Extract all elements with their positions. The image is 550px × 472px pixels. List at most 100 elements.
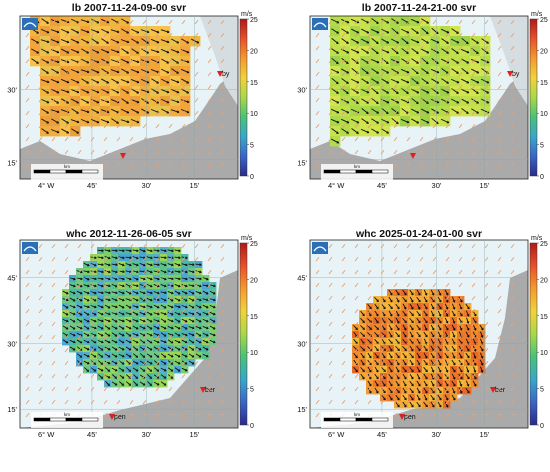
model-arrow (168, 110, 173, 116)
model-arrow (103, 97, 108, 103)
radar-arrow (450, 38, 460, 44)
model-arrow (497, 19, 502, 25)
radar-arrow (400, 78, 410, 84)
radar-arrow (360, 332, 365, 337)
radar-arrowhead (432, 299, 435, 303)
model-arrow (64, 347, 69, 353)
radar-arrow (181, 353, 188, 358)
radar-arrowhead (101, 263, 104, 267)
model-arrow (406, 19, 411, 25)
radar-arrow (139, 283, 146, 288)
colorbar-tick-label: 10 (250, 350, 258, 357)
radar-arrow (371, 128, 379, 134)
radar-arrow (60, 19, 70, 23)
model-arrow (354, 347, 359, 353)
colorbar-tick-label: 20 (250, 48, 258, 55)
radar-arrow (139, 291, 146, 294)
radar-arrowhead (386, 20, 390, 24)
colorbar-tick-label: 5 (540, 387, 544, 394)
model-arrow (181, 58, 186, 64)
radar-arrow (331, 48, 339, 54)
radar-arrow (51, 68, 59, 74)
radar-arrowhead (417, 355, 421, 359)
model-arrow (103, 32, 108, 38)
model-arrow (393, 19, 398, 25)
radar-arrowhead (186, 110, 190, 114)
radar-arrowhead (116, 121, 119, 124)
model-arrow (116, 269, 121, 275)
radar-arrows (30, 18, 200, 134)
model-arrow (142, 256, 147, 262)
radar-arrow (146, 353, 153, 358)
model-arrow (328, 71, 333, 77)
radar-arrow (90, 284, 97, 287)
radar-arrow (80, 109, 90, 113)
model-arrow (116, 308, 121, 314)
radar-arrow (416, 345, 421, 352)
model-arrow (181, 162, 186, 168)
model-arrow (315, 110, 320, 116)
model-arrow (367, 71, 372, 77)
radar-arrow (444, 401, 449, 408)
model-arrow (497, 295, 502, 301)
radar-arrowhead (185, 305, 188, 309)
radar-arrow (402, 345, 407, 352)
radar-arrowhead (86, 354, 90, 358)
radar-arrow (423, 331, 428, 338)
radar-arrowhead (459, 390, 463, 394)
radar-arrow (97, 346, 104, 351)
model-arrow (354, 19, 359, 25)
radar-arrowhead (439, 397, 442, 401)
radar-arrow (367, 318, 372, 323)
model-arrow (484, 71, 489, 77)
radar-arrow (361, 118, 369, 124)
model-arrow (207, 269, 212, 275)
radar-arrowhead (101, 291, 104, 295)
model-arrow (497, 347, 502, 353)
model-arrow (116, 71, 121, 77)
radar-arrowhead (369, 306, 372, 310)
model-arrow (406, 373, 411, 379)
radar-arrowhead (149, 284, 153, 288)
colorbar-unit: m/s (531, 235, 543, 242)
model-arrow (51, 386, 56, 392)
model-arrow (471, 295, 476, 301)
model-arrow (103, 347, 108, 353)
model-arrow (207, 256, 212, 262)
model-arrow (328, 334, 333, 340)
radar-arrow (391, 27, 399, 35)
radar-arrow (125, 353, 132, 358)
model-arrow (341, 321, 346, 327)
radar-arrowhead (149, 326, 153, 330)
model-arrow (103, 58, 108, 64)
radar-arrow (167, 332, 174, 337)
model-arrow (181, 71, 186, 77)
radar-arrowhead (150, 256, 153, 260)
radar-arrowhead (135, 368, 139, 372)
radar-arrowhead (166, 40, 170, 44)
radar-arrow (465, 331, 470, 338)
radar-arrowhead (121, 362, 125, 365)
radar-arrow (132, 284, 139, 287)
radar-arrowhead (164, 291, 167, 295)
radar-arrow (430, 98, 440, 104)
model-arrow (445, 84, 450, 90)
radar-arrowhead (56, 80, 60, 84)
model-arrow (484, 347, 489, 353)
radar-arrow (139, 332, 146, 337)
radar-arrow (104, 339, 111, 344)
model-arrow (77, 282, 82, 288)
model-arrow (194, 97, 199, 103)
radar-arrowhead (76, 30, 80, 34)
radar-arrow (121, 48, 129, 54)
logo-icon (312, 18, 328, 30)
model-arrow (38, 295, 43, 301)
radar-arrowhead (386, 81, 389, 84)
radar-arrow (402, 366, 407, 373)
radar-arrow (451, 317, 456, 324)
radar-arrow (431, 78, 439, 84)
colorbar-tick-label: 10 (250, 111, 258, 118)
model-arrow (38, 308, 43, 314)
radar-arrowhead (476, 60, 480, 64)
radar-arrowhead (212, 319, 216, 323)
